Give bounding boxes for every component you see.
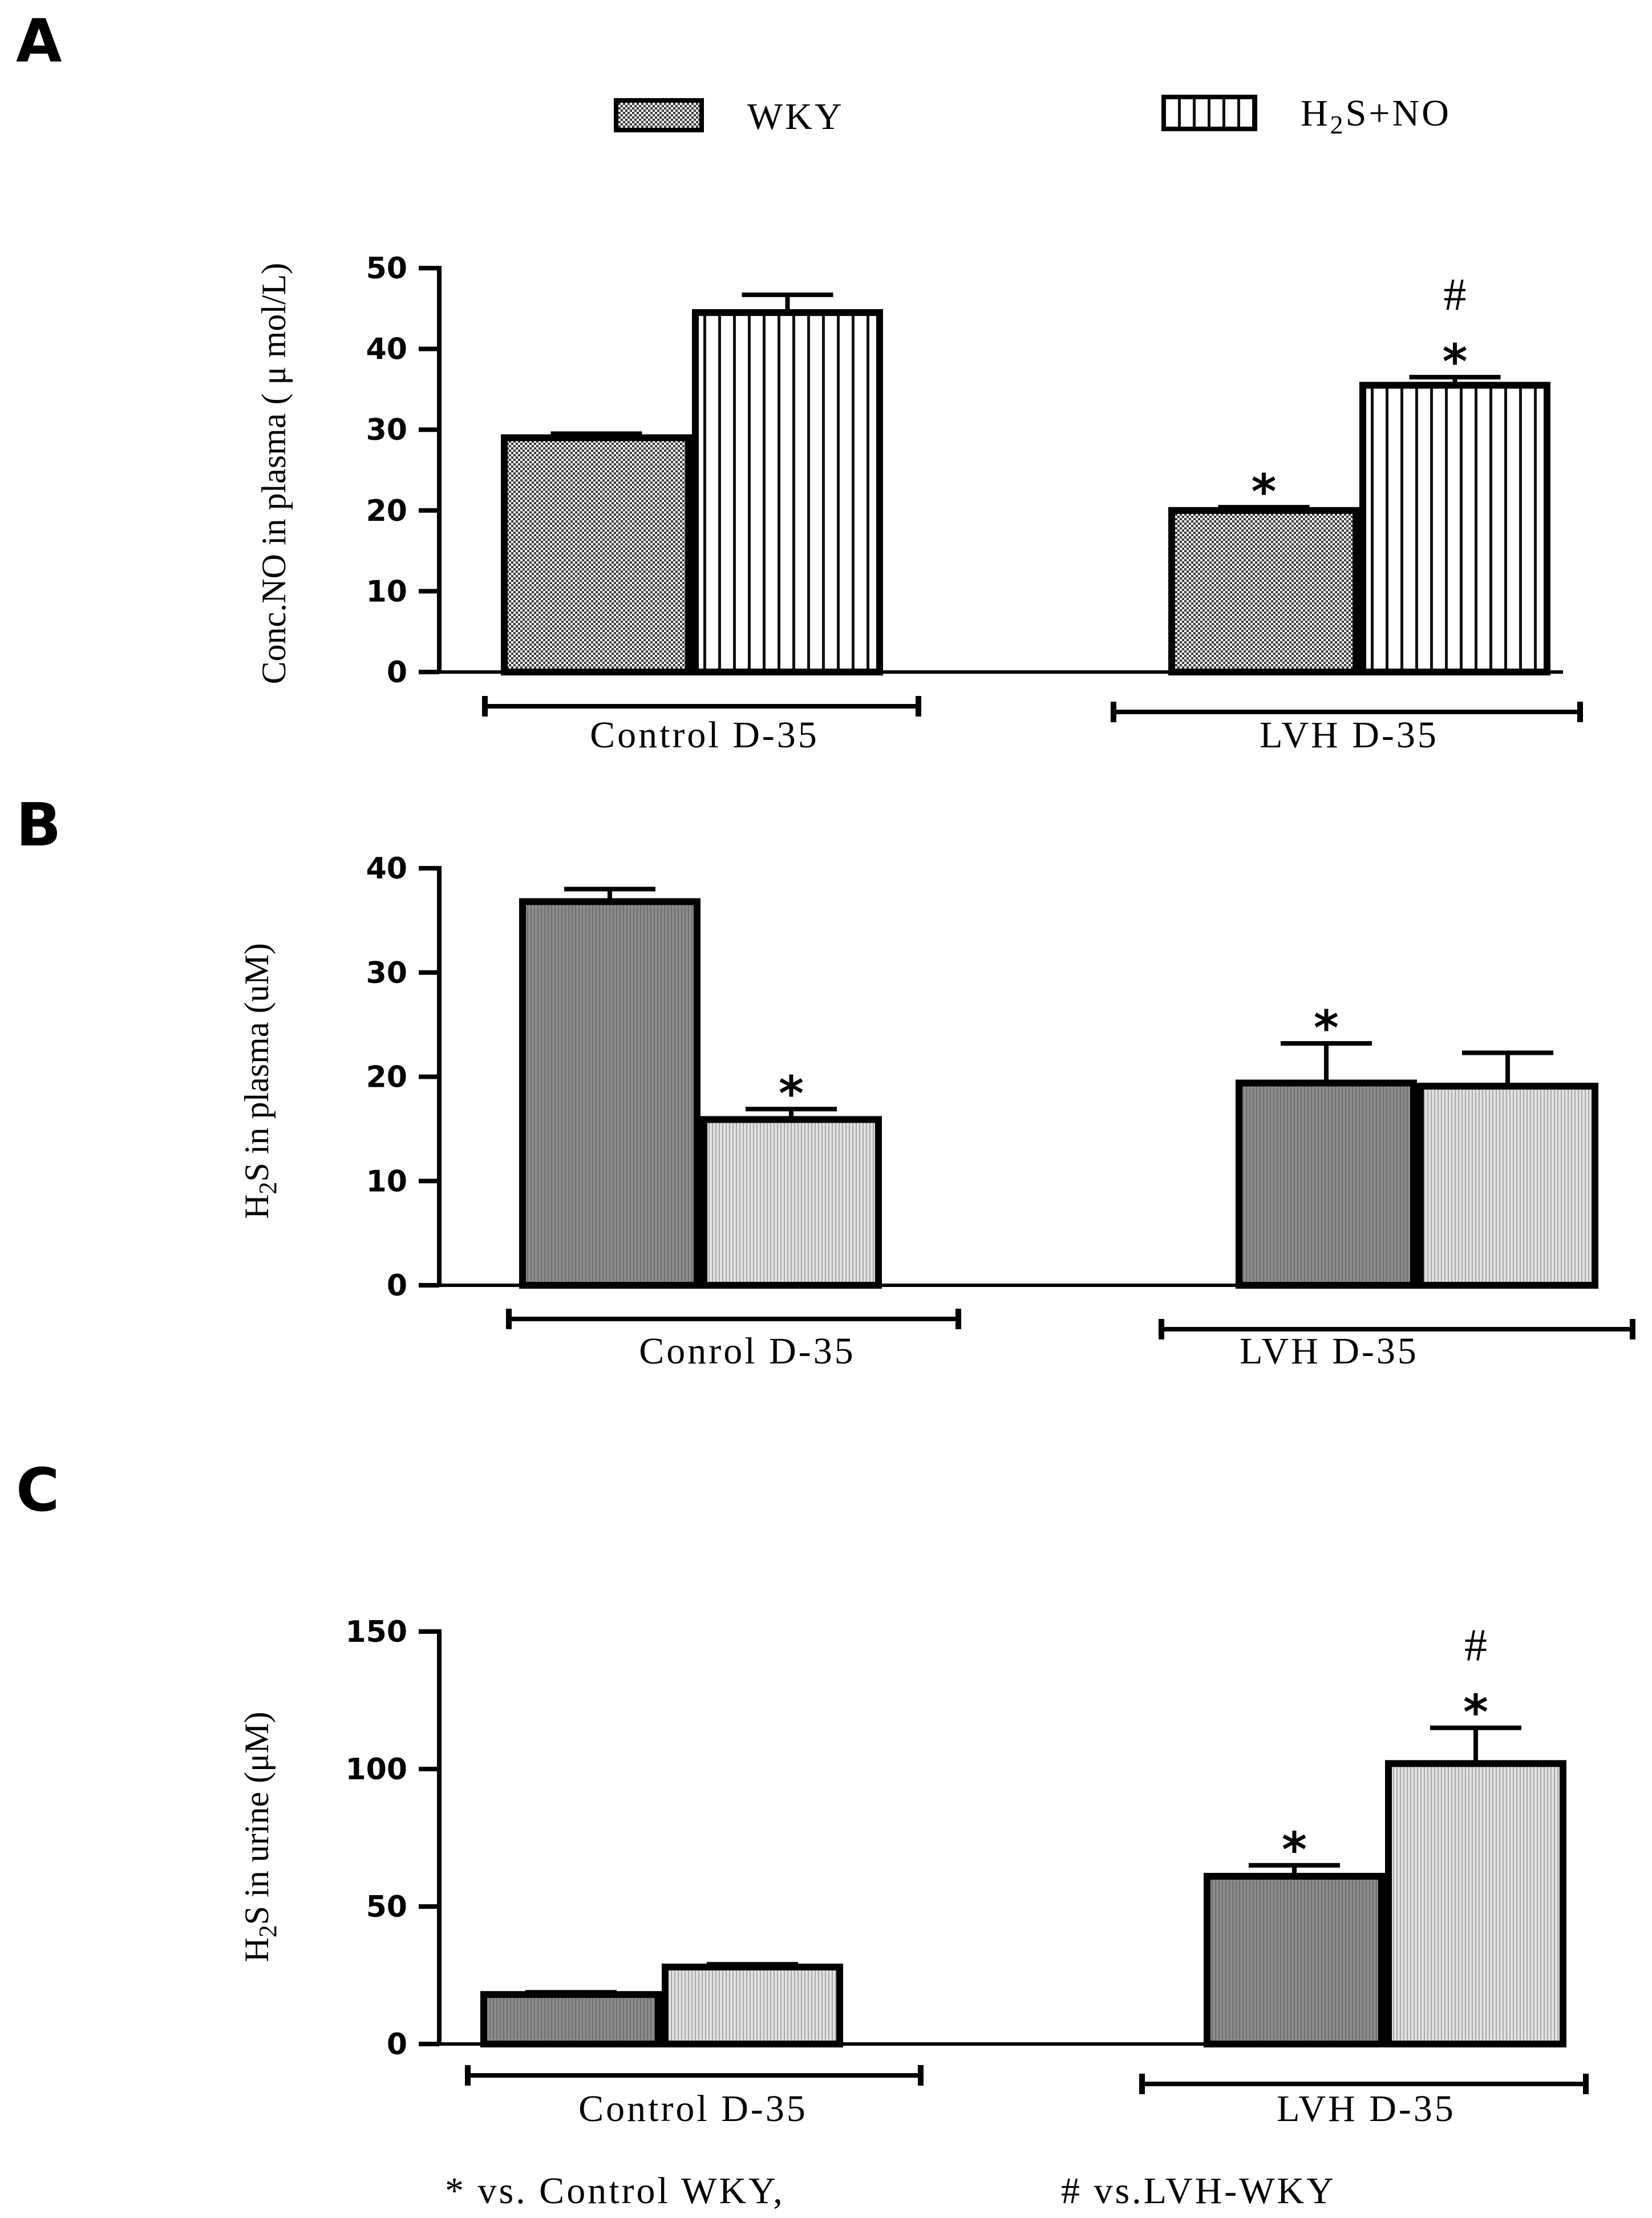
chart-panel-a: 0 10 20 30 40 50 Control D-35 * * # LVH D-35 — [366, 252, 1583, 756]
y-tick-label: 10 — [366, 1164, 407, 1199]
y-tick-label: 40 — [366, 333, 407, 367]
bar-wky — [1168, 507, 1359, 675]
legend-label-wky: WKY — [747, 96, 844, 137]
panel-letter-a: A — [16, 6, 62, 76]
bar-h2s-no — [1359, 382, 1550, 675]
bar-h2s-no — [701, 1116, 882, 1289]
y-tick-label: 10 — [366, 574, 407, 609]
y-tick-label: 100 — [345, 1752, 407, 1787]
bar-h2s-no — [1385, 1760, 1566, 2048]
footnote-star: * vs. Control WKY, — [445, 2170, 785, 2212]
significance-star: * — [1443, 334, 1468, 390]
bar-wky — [519, 898, 701, 1289]
bar-wky — [1204, 1872, 1385, 2047]
category-label: LVH D-35 — [1260, 714, 1439, 756]
bar-wky — [1236, 1079, 1417, 1289]
bar-wky — [480, 1991, 662, 2047]
panel-letter-c: C — [16, 1455, 59, 1525]
y-tick-label: 0 — [387, 1269, 407, 1303]
panel-letter-b: B — [16, 790, 61, 860]
category-label: Control D-35 — [578, 2088, 808, 2130]
significance-star: * — [1314, 1000, 1339, 1056]
bar-wky — [501, 434, 692, 675]
chart-panel-c: 0 50 100 150 Control D-35 * * # LVH D-35 — [345, 1615, 1589, 2130]
category-label: LVH D-35 — [1240, 1330, 1419, 1372]
y-tick-label: 20 — [366, 494, 407, 528]
significance-star: * — [1252, 464, 1277, 520]
y-axis-label-a: Conc.NO in plasma ( μ mol/L) — [255, 263, 293, 685]
bar-h2s-no — [692, 309, 883, 675]
chart-panel-b: 0 10 20 30 40 * Conrol D-35 * LVH D-35 — [366, 852, 1635, 1372]
y-axis-label-c: H2S in urine (μM) — [238, 1711, 282, 1962]
legend: WKY H2S+NO — [614, 92, 1451, 139]
significance-star: * — [1463, 1685, 1488, 1741]
category-label: LVH D-35 — [1277, 2088, 1456, 2130]
bar-h2s-no — [1417, 1082, 1598, 1289]
y-tick-label: 30 — [366, 956, 407, 990]
significance-hash: # — [1444, 270, 1467, 320]
y-tick-label: 50 — [366, 252, 407, 286]
y-tick-label: 0 — [387, 2027, 407, 2062]
legend-label-h2s-no: H2S+NO — [1301, 92, 1451, 139]
legend-swatch-h2s-no — [1161, 95, 1257, 131]
category-label: Conrol D-35 — [639, 1330, 855, 1372]
significance-star: * — [779, 1066, 804, 1122]
y-tick-label: 40 — [366, 852, 407, 886]
legend-swatch-wky — [614, 98, 704, 132]
significance-star: * — [1282, 1822, 1307, 1878]
y-tick-label: 0 — [387, 655, 407, 690]
category-label: Control D-35 — [590, 714, 819, 756]
y-tick-label: 20 — [366, 1061, 407, 1095]
y-tick-label: 150 — [345, 1615, 407, 1649]
footnote-hash: # vs.LVH-WKY — [1061, 2170, 1336, 2212]
y-tick-label: 50 — [366, 1890, 407, 1924]
significance-hash: # — [1464, 1621, 1487, 1671]
y-tick-label: 30 — [366, 413, 407, 447]
bar-h2s-no — [662, 1964, 843, 2048]
y-axis-label-b: H2S in plasma (uM) — [238, 943, 282, 1219]
